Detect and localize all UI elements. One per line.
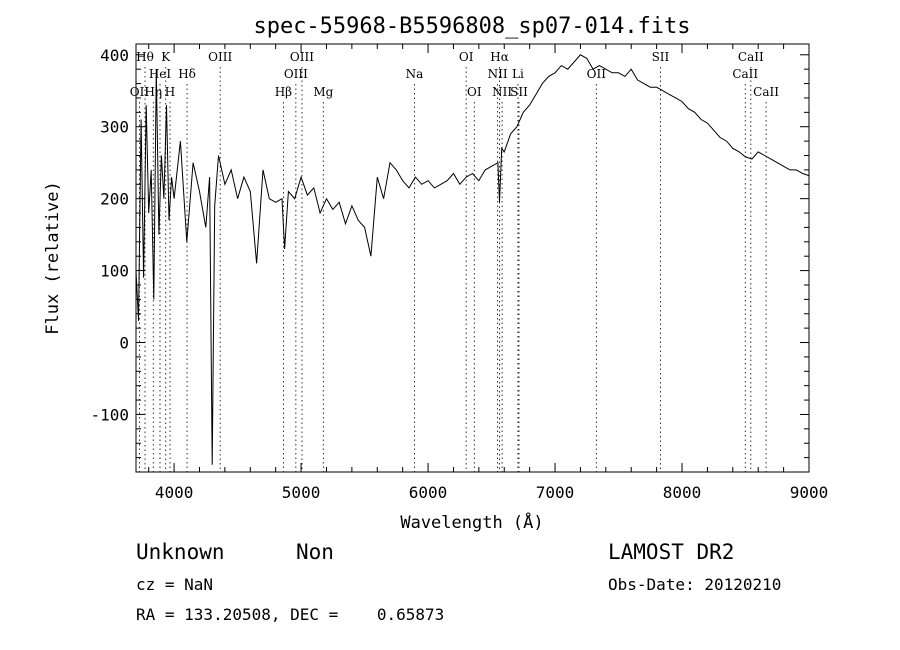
- line-marker-label: Hη: [144, 85, 162, 99]
- obs-date: Obs-Date: 20120210: [608, 575, 781, 594]
- line-marker-label: CaII: [732, 67, 758, 81]
- emission-line-markers: OII Hθ Hη K HeI HHδ OIII Hβ OIII OIII Mg Na OI OI Hα NI…: [130, 50, 779, 472]
- line-marker-label: H: [165, 85, 175, 99]
- line-marker-label: Na: [406, 67, 424, 81]
- y-axis-label: Flux (relative): [43, 181, 63, 335]
- x-axis: 4000 5000 6000 7000 8000 9000: [148, 44, 829, 502]
- line-marker-label: OI: [459, 50, 474, 64]
- line-marker-label: K: [161, 50, 171, 64]
- line-marker-label: OIII: [284, 67, 308, 81]
- line-marker-label: Hδ: [178, 67, 196, 81]
- class-label: Unknown: [136, 540, 225, 564]
- y-tick-label: 0: [119, 334, 129, 353]
- x-tick-label: 7000: [536, 483, 575, 502]
- y-tick-label: 300: [100, 118, 129, 137]
- line-marker-label: OII: [587, 67, 607, 81]
- x-tick-label: 9000: [790, 483, 829, 502]
- y-tick-label: 200: [100, 190, 129, 209]
- cz-value: cz = NaN: [136, 575, 213, 594]
- line-marker-label: SII: [652, 50, 670, 64]
- y-tick-label: -100: [90, 405, 129, 424]
- line-marker-label: OII: [130, 85, 150, 99]
- line-marker-label: OI: [467, 85, 482, 99]
- line-marker-label: SII: [510, 85, 528, 99]
- x-tick-label: 5000: [282, 483, 321, 502]
- x-tick-label: 4000: [155, 483, 194, 502]
- line-marker-label: NII: [488, 67, 508, 81]
- subclass-label: Non: [296, 540, 334, 564]
- x-tick-label: 6000: [409, 483, 448, 502]
- chart-title: spec-55968-B5596808_sp07-014.fits: [253, 14, 690, 39]
- line-marker-label: Mg: [313, 85, 333, 99]
- y-tick-label: 400: [100, 46, 129, 65]
- line-marker-label: CaII: [753, 85, 779, 99]
- line-marker-label: CaII: [738, 50, 764, 64]
- spectrum-line: [135, 54, 810, 465]
- line-marker-label: Hβ: [275, 85, 292, 99]
- x-tick-label: 8000: [663, 483, 702, 502]
- y-tick-label: 100: [100, 262, 129, 281]
- line-marker-label: Hθ: [136, 50, 154, 64]
- line-marker-label: OIII: [208, 50, 232, 64]
- line-marker-label: Li: [512, 67, 524, 81]
- x-axis-label: Wavelength (Å): [400, 511, 543, 533]
- y-axis: -100 0 100 200 300 400: [90, 46, 809, 459]
- line-marker-label: NII: [492, 85, 512, 99]
- line-marker-label: OIII: [290, 50, 314, 64]
- coordinates: RA = 133.20508, DEC = 0.65873: [136, 605, 444, 624]
- line-marker-label: HeI: [149, 67, 172, 81]
- plot-frame: [135, 43, 810, 473]
- line-marker-label: Hα: [490, 50, 509, 64]
- survey-label: LAMOST DR2: [608, 540, 734, 564]
